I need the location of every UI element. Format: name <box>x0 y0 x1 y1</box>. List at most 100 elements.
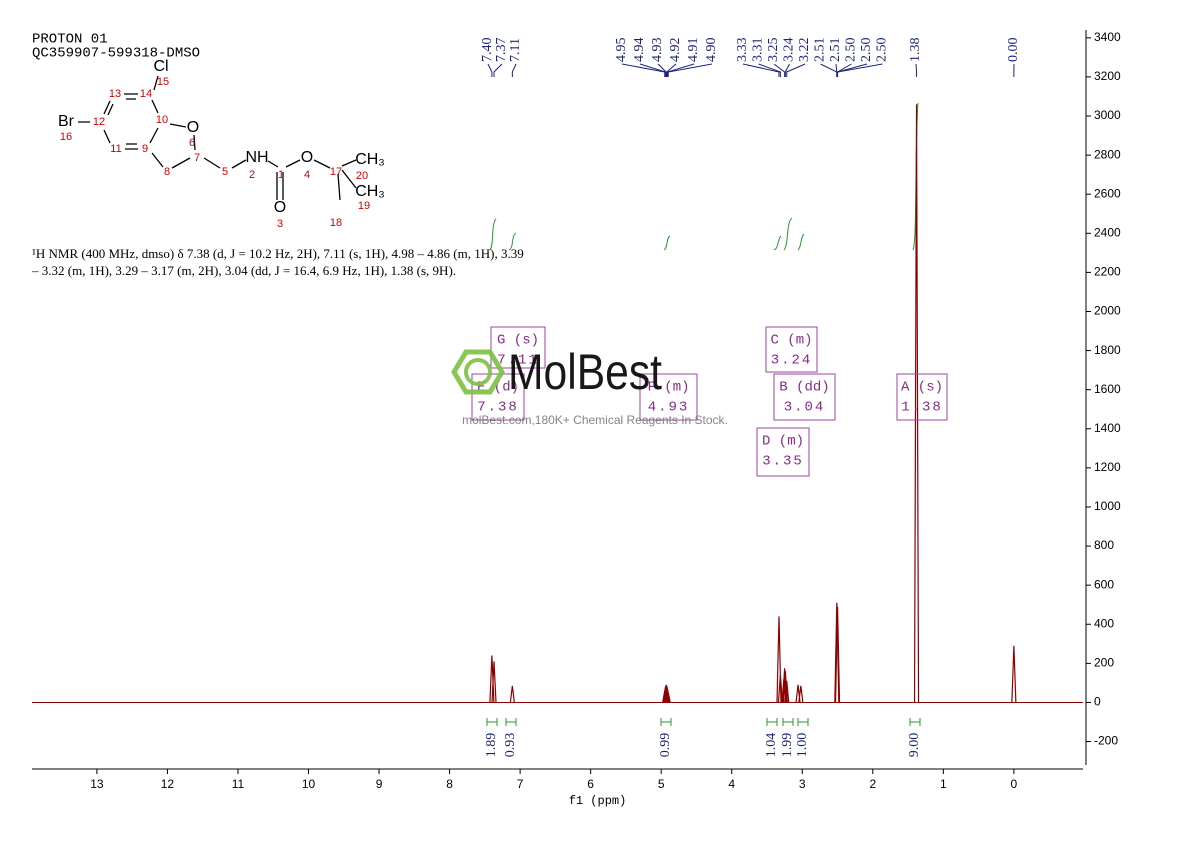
peak-label: 4.95 <box>614 38 629 63</box>
x-tick-label: 7 <box>517 777 524 791</box>
structure-bonds <box>78 75 357 201</box>
integral-label: 1.89 <box>484 733 499 758</box>
atom-number: 20 <box>356 170 368 182</box>
atom-number: 19 <box>358 200 370 212</box>
x-tick-label: 0 <box>1011 777 1018 791</box>
multiplet-label: B (dd) <box>779 380 829 396</box>
peak <box>777 675 783 703</box>
y-tick-label: 1000 <box>1094 499 1121 513</box>
peak <box>782 671 788 703</box>
peak-label: 2.51 <box>813 38 828 63</box>
multiplet-shift: 7.11 <box>497 353 539 369</box>
atom-label: Br <box>58 113 75 130</box>
header-line: PROTON 01 <box>32 32 108 48</box>
y-tick-label: 400 <box>1094 616 1114 630</box>
x-tick-label: 9 <box>376 777 383 791</box>
y-tick-label: 3000 <box>1094 108 1121 122</box>
multiplet-label: D (m) <box>762 434 804 450</box>
peak-connector <box>621 63 666 77</box>
y-tick-label: 0 <box>1094 695 1101 709</box>
atom-number: 11 <box>110 143 121 155</box>
watermark-tagline: molBest.com,180K+ Chemical Reagents In S… <box>462 413 728 427</box>
peak <box>491 661 497 703</box>
multiplet-box <box>773 373 836 421</box>
atom-number: 6 <box>189 137 195 149</box>
atom-number: 10 <box>156 114 168 126</box>
atom-number: 18 <box>330 217 342 229</box>
watermark-logo <box>451 349 505 395</box>
atom-number: 14 <box>140 88 152 100</box>
atom-label: NH <box>245 149 268 166</box>
integral-bracket <box>505 718 517 726</box>
integral-label: 0.93 <box>503 733 518 758</box>
integral-bracket <box>797 718 809 726</box>
y-tick-label: 2600 <box>1094 186 1121 200</box>
peak-label: 3.25 <box>766 38 781 63</box>
y-tick-label: 2400 <box>1094 225 1121 239</box>
multiplet-label: A (s) <box>901 380 943 396</box>
multiplet-shift: 1.38 <box>901 400 943 416</box>
peak-connector <box>487 63 493 77</box>
atom-number: 12 <box>93 116 105 128</box>
x-tick-label: 10 <box>302 777 316 791</box>
integral-bracket <box>766 718 778 726</box>
peak <box>834 602 840 703</box>
y-tick-label: 2200 <box>1094 265 1121 279</box>
peak <box>798 685 804 703</box>
x-tick-label: 2 <box>869 777 876 791</box>
peak <box>913 104 920 703</box>
multiplet-box <box>896 373 948 421</box>
x-tick-label: 1 <box>940 777 947 791</box>
peak-connector <box>758 63 781 77</box>
peak-label: 4.93 <box>650 38 665 63</box>
integral-label: 0.99 <box>658 733 673 758</box>
y-tick-label: 600 <box>1094 577 1114 591</box>
peak-label: 3.22 <box>797 38 812 63</box>
atom-number: 3 <box>277 218 283 230</box>
peak <box>509 685 515 703</box>
peak <box>784 680 790 703</box>
x-tick-label: 8 <box>446 777 453 791</box>
integral-label: 1.99 <box>780 733 795 758</box>
atom-number: 16 <box>60 131 72 143</box>
integral-curves <box>489 102 919 251</box>
y-tick-label: 1800 <box>1094 343 1121 357</box>
integral-bracket <box>909 718 921 726</box>
atom-number: 2 <box>249 169 255 181</box>
peak-label: 4.94 <box>632 38 647 63</box>
peak <box>834 606 841 703</box>
x-axis-label: f1 (ppm) <box>569 794 627 808</box>
multiplet-label: F (m) <box>647 380 689 396</box>
x-tick-label: 12 <box>161 777 175 791</box>
atom-number: 8 <box>164 166 170 178</box>
multiplet-box <box>765 326 818 373</box>
peak-connector <box>837 63 868 77</box>
multiplet-box <box>756 427 810 477</box>
atom-number: 9 <box>142 143 148 155</box>
multiplet-shift: 4.93 <box>648 400 690 416</box>
atom-number: 4 <box>304 169 310 181</box>
integral-label: 9.00 <box>907 733 922 758</box>
atom-label: O <box>274 199 286 216</box>
y-tick-label: -200 <box>1094 734 1118 748</box>
peak-connector <box>786 63 806 77</box>
multiplet-shift: 3.04 <box>784 400 826 416</box>
peak-label: 7.37 <box>494 38 509 63</box>
peak-label: 3.33 <box>735 38 750 63</box>
multiplet-shift: 3.35 <box>762 454 804 470</box>
y-tick-label: 2800 <box>1094 147 1121 161</box>
atom-number: 5 <box>222 166 228 178</box>
peak-connector <box>742 63 780 77</box>
peak-connector <box>511 63 517 77</box>
peak-label: 4.91 <box>686 38 701 63</box>
peak-label: 1.38 <box>908 38 923 63</box>
integral-label: 1.04 <box>764 733 779 758</box>
peak <box>1011 645 1017 703</box>
atom-number: 13 <box>109 88 121 100</box>
atom-label: CH₃ <box>355 151 385 168</box>
y-tick-label: 3400 <box>1094 30 1121 44</box>
peak-connector <box>666 63 677 77</box>
peak-label: 3.31 <box>751 38 766 63</box>
multiplet-label: G (s) <box>497 333 539 349</box>
